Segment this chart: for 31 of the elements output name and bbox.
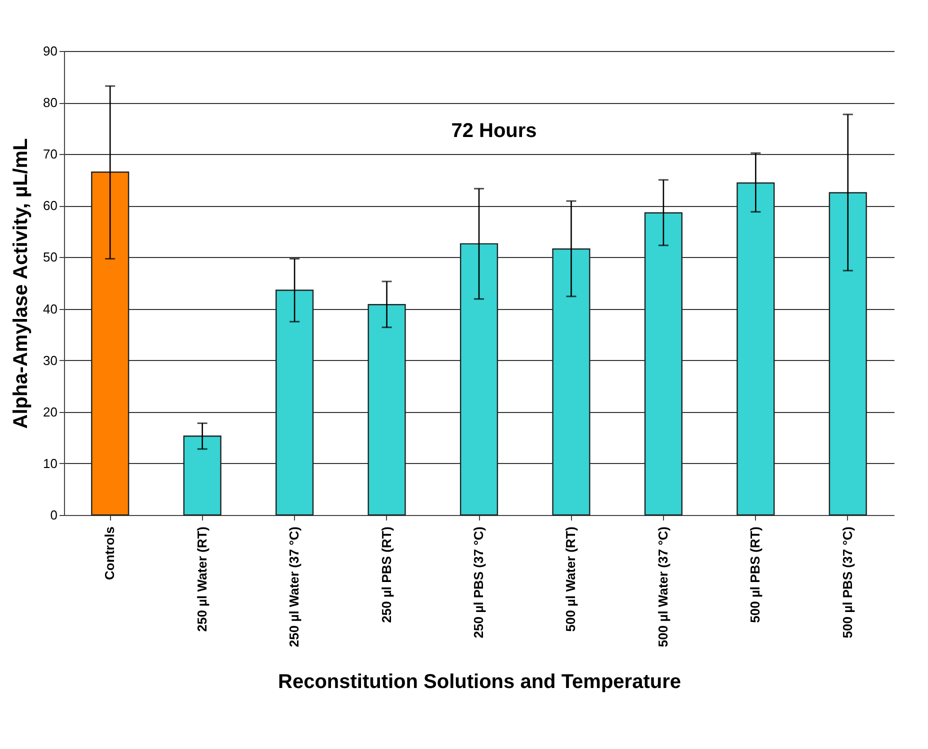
y-tick-label: 30: [43, 352, 58, 368]
x-tick-label: 250 µl PBS (37 °C): [471, 526, 486, 638]
x-tick-label: 500 µl PBS (RT): [748, 526, 763, 623]
y-tick-label: 50: [43, 250, 58, 265]
y-tick-label: 0: [50, 508, 58, 522]
y-tick-label: 80: [43, 95, 58, 110]
y-tick-label: 70: [43, 146, 58, 162]
x-tick-label: 500 µl Water (RT): [563, 526, 578, 632]
x-tick-label: 500 µl Water (37 °C): [655, 526, 670, 648]
bar: [736, 182, 775, 516]
bar: [828, 192, 867, 516]
y-tick-label: 60: [43, 198, 58, 214]
y-tick-label: 90: [43, 44, 58, 58]
y-tick-label: 40: [43, 301, 58, 316]
y-axis-title: Alpha-Amylase Activity, µL/mL: [10, 138, 32, 429]
x-axis-title: Reconstitution Solutions and Temperature: [278, 671, 681, 694]
bar: [368, 304, 406, 516]
x-tick-label: 500 µl PBS (37 °C): [840, 526, 855, 638]
x-tick-label: 250 µl Water (37 °C): [286, 526, 302, 648]
bar: [276, 290, 314, 516]
bar: [552, 248, 590, 516]
annotation: 72 Hours: [451, 120, 537, 142]
x-tick-label: Controls: [102, 526, 118, 580]
x-tick-label: 250 µl PBS (RT): [378, 526, 394, 623]
y-tick-label: 20: [43, 404, 58, 420]
y-tick-label: 10: [43, 456, 58, 471]
bar: [460, 243, 498, 516]
bar: [644, 212, 682, 516]
x-tick-label: 250 µl Water (RT): [194, 526, 210, 632]
bar: [183, 436, 222, 516]
bar: [91, 172, 130, 516]
